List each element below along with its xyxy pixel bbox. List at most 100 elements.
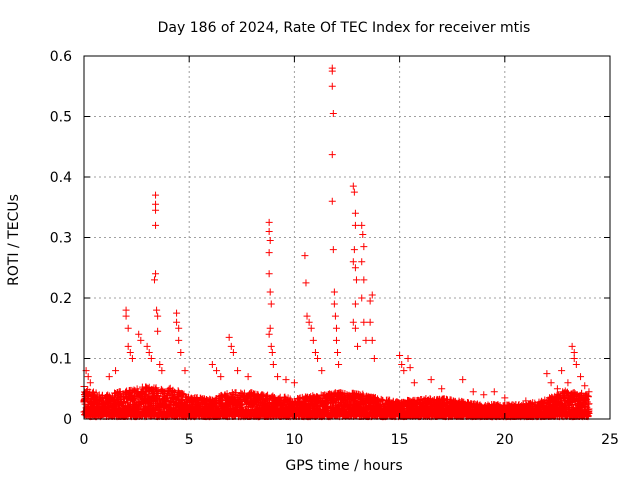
data-point [328, 151, 336, 159]
data-point [358, 221, 366, 229]
data-point [332, 336, 340, 344]
data-point [122, 306, 130, 314]
data-point [225, 333, 233, 341]
data-point [370, 394, 378, 402]
data-point [501, 394, 509, 402]
data-point [269, 361, 277, 369]
data-point [153, 306, 161, 314]
data-point [585, 400, 593, 408]
data-point [354, 342, 362, 350]
data-point [558, 367, 566, 375]
data-point [311, 348, 319, 356]
data-point [307, 324, 315, 332]
data-point [302, 279, 310, 287]
data-point [334, 348, 342, 356]
data-point [290, 379, 298, 387]
data-point [229, 348, 237, 356]
data-point [173, 309, 181, 317]
data-point [274, 373, 282, 381]
y-tick-label: 0.2 [50, 291, 72, 307]
data-point [213, 367, 221, 375]
y-axis-label: ROTI / TECUs [6, 194, 22, 286]
grid-layer [84, 56, 610, 419]
data-point [128, 355, 136, 362]
data-point [145, 348, 153, 356]
data-point [142, 391, 150, 399]
data-point [350, 246, 358, 254]
data-point [543, 370, 551, 378]
data-point [154, 327, 162, 335]
data-point [577, 373, 585, 381]
data-point [410, 379, 418, 387]
y-tick-label: 0.1 [50, 352, 72, 368]
data-point [105, 373, 113, 381]
data-point [265, 330, 273, 338]
data-point [147, 355, 155, 362]
data-point [359, 230, 367, 238]
data-point [328, 197, 336, 205]
data-point [173, 318, 181, 326]
data-point [581, 382, 589, 390]
data-point [585, 410, 593, 418]
data-point [265, 270, 273, 278]
data-point [152, 191, 160, 199]
data-point [126, 348, 134, 356]
data-point [469, 388, 477, 396]
data-point [305, 318, 313, 326]
x-tick-label: 15 [391, 432, 409, 448]
data-point [368, 291, 376, 299]
data-point [301, 252, 309, 260]
data-point [330, 300, 338, 308]
data-point [267, 342, 275, 350]
data-point [352, 276, 360, 284]
data-point [268, 348, 276, 356]
data-point [351, 300, 359, 308]
data-point [366, 318, 374, 326]
data-point [349, 318, 357, 326]
x-tick-label: 20 [496, 432, 514, 448]
data-point [370, 355, 378, 362]
data-point [584, 393, 592, 401]
data-point [398, 361, 406, 369]
data-point [349, 182, 357, 190]
data-point [309, 336, 317, 344]
data-point [181, 367, 189, 375]
data-point [548, 393, 556, 401]
x-tick-label: 0 [80, 432, 89, 448]
data-point [137, 336, 145, 344]
data-point [406, 364, 414, 372]
data-point [265, 218, 273, 226]
data-point [329, 109, 337, 117]
data-point [490, 388, 498, 396]
data-point [360, 276, 368, 284]
data-point [227, 342, 235, 350]
data-point [328, 67, 336, 75]
data-point [584, 392, 592, 400]
data-point [119, 398, 127, 406]
data-point [266, 237, 274, 245]
data-point [244, 373, 252, 381]
points-layer [80, 64, 593, 421]
data-point [264, 391, 272, 399]
data-point [238, 403, 246, 411]
data-point [570, 355, 578, 362]
x-tick-label: 10 [285, 432, 303, 448]
data-point [329, 246, 337, 254]
data-point [396, 351, 404, 359]
data-point [568, 342, 576, 350]
data-point [564, 379, 572, 387]
data-point [377, 395, 385, 403]
data-point [266, 324, 274, 332]
data-point [314, 355, 322, 362]
data-point [150, 276, 158, 284]
y-tick-label: 0 [63, 412, 72, 428]
y-tick-label: 0.4 [50, 170, 72, 186]
y-tick-label: 0.6 [50, 49, 72, 65]
data-point [366, 297, 374, 305]
chart-title: Day 186 of 2024, Rate Of TEC Index for r… [158, 20, 531, 36]
data-point [84, 373, 92, 381]
data-point [112, 404, 120, 412]
data-point [122, 312, 130, 320]
data-point [351, 324, 359, 332]
